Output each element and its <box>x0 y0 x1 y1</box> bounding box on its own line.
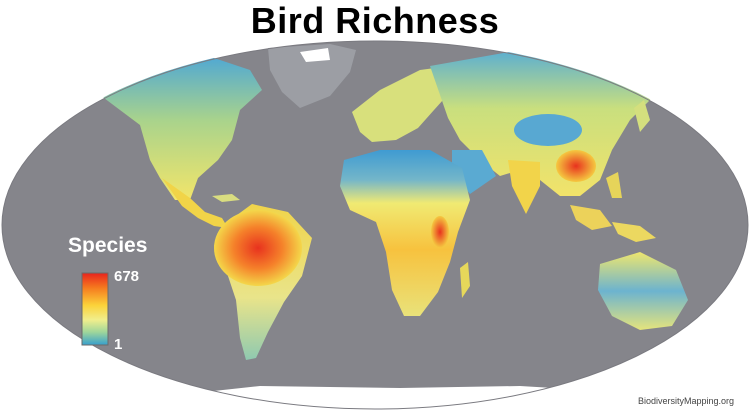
australia <box>598 252 688 330</box>
amazon-hotspot <box>214 210 302 286</box>
europe <box>352 66 452 142</box>
new-zealand <box>712 312 722 340</box>
africa <box>340 150 470 316</box>
globe-outline <box>1 40 749 410</box>
indonesia-east <box>612 222 656 242</box>
rift-hotspot <box>431 216 449 248</box>
indochina-hotspot <box>556 150 596 182</box>
central-america <box>162 178 228 228</box>
greenland-ice <box>300 48 330 62</box>
caribbean <box>212 194 240 202</box>
indonesia-west <box>570 205 612 230</box>
source-credit: BiodiversityMapping.org <box>637 396 734 406</box>
greenland <box>268 44 356 108</box>
legend-title: Species <box>68 234 148 257</box>
india <box>508 160 540 214</box>
map-title: Bird Richness <box>250 0 500 41</box>
legend-max-label: 678 <box>114 268 140 285</box>
tibet-low <box>514 114 582 146</box>
philippines <box>606 172 622 198</box>
madagascar <box>460 262 470 298</box>
legend-color-bar <box>81 272 109 346</box>
legend-min-label: 1 <box>114 336 123 353</box>
north-america <box>95 55 262 200</box>
japan <box>634 100 650 132</box>
